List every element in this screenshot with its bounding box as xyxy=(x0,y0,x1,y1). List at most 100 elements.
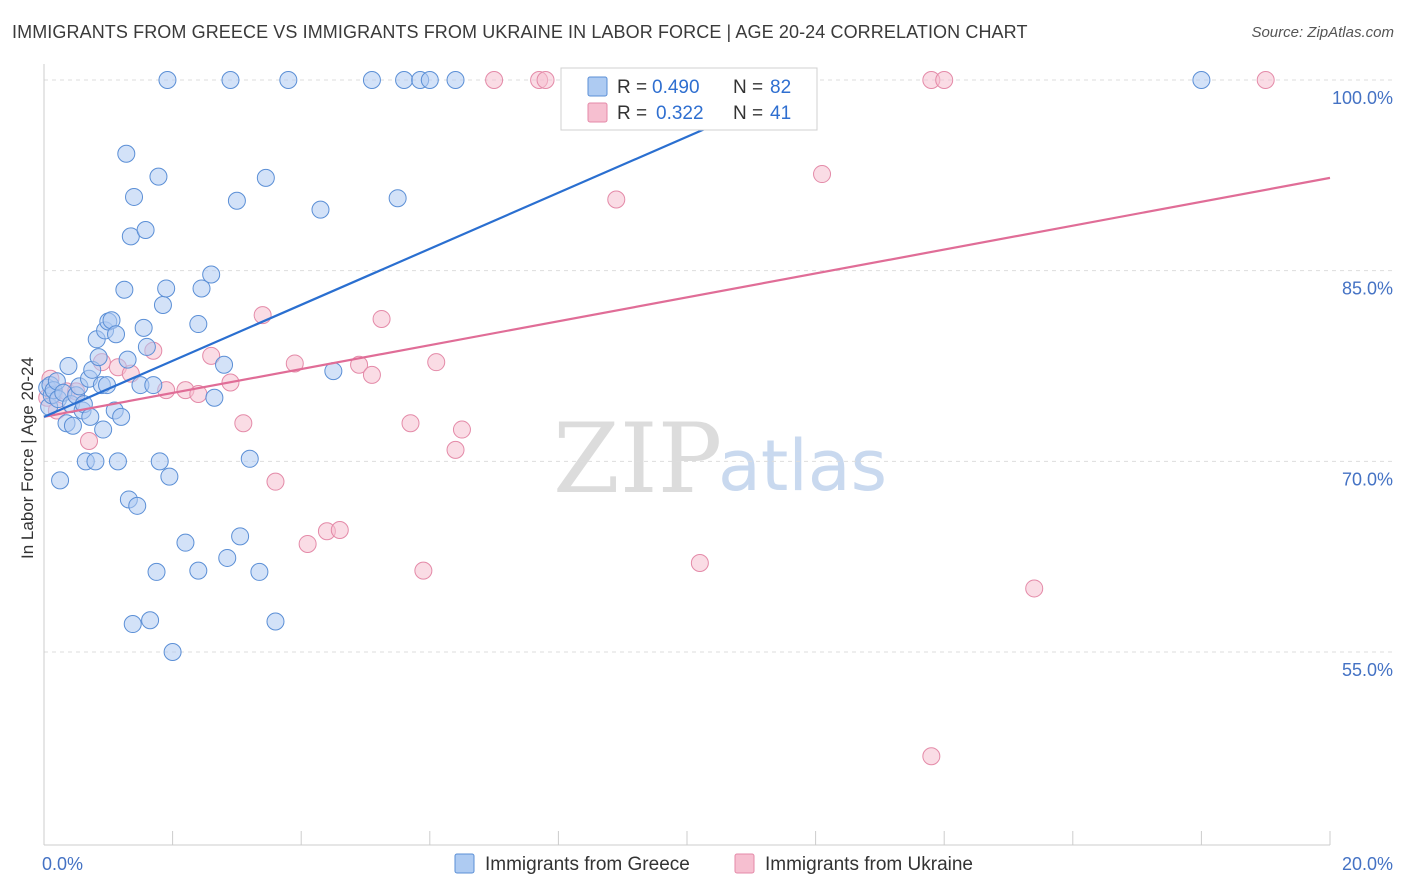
greece-point xyxy=(137,337,156,356)
watermark: ZIP atlas xyxy=(553,403,887,515)
greece-point xyxy=(163,643,182,661)
y-tick-labels: 55.0% 70.0% 85.0% 100.0% xyxy=(1332,88,1393,680)
watermark-zip: ZIP xyxy=(553,403,722,515)
greece-point xyxy=(205,388,224,407)
greece-point xyxy=(160,467,179,486)
greece-point xyxy=(123,615,142,634)
ukraine-point xyxy=(427,353,446,372)
greece-point xyxy=(388,189,407,208)
legend-greece-r-value: 0.490 xyxy=(652,77,700,98)
greece-point xyxy=(59,357,78,375)
ukraine-point xyxy=(813,165,832,184)
y-tick-label: 55.0% xyxy=(1342,660,1393,680)
bottom-legend-ukraine-label: Immigrants from Ukraine xyxy=(765,854,973,875)
greece-point xyxy=(227,191,246,210)
source-credit: Source: ZipAtlas.com xyxy=(1251,24,1394,41)
greece-point xyxy=(51,471,70,490)
series-legend: Immigrants from Greece Immigrants from U… xyxy=(454,853,973,875)
greece-point xyxy=(176,533,195,552)
ukraine-point xyxy=(935,71,954,89)
greece-point xyxy=(125,187,144,206)
greece-point xyxy=(86,452,105,471)
greece-point xyxy=(420,71,439,89)
ukraine-point xyxy=(452,420,471,439)
greece-point xyxy=(158,71,177,89)
ukraine-point xyxy=(690,554,709,573)
greece-point xyxy=(94,420,113,439)
greece-point xyxy=(446,71,465,89)
ukraine-point xyxy=(372,309,391,328)
greece-point xyxy=(149,167,168,186)
greece-point xyxy=(192,279,211,298)
axes xyxy=(43,64,1331,846)
greece-point xyxy=(256,168,275,187)
greece-point xyxy=(144,376,163,395)
correlation-legend: R = 0.490 N = 82 R = 0.322 N = 41 xyxy=(560,67,818,131)
ukraine-point xyxy=(330,520,349,539)
series-greece-points xyxy=(38,71,1211,661)
greece-point xyxy=(240,449,259,468)
y-tick-label: 70.0% xyxy=(1342,469,1393,489)
x-tick-label-max: 20.0% xyxy=(1342,854,1393,874)
gridlines xyxy=(44,79,1392,653)
trend-lines xyxy=(43,85,1331,418)
ukraine-point xyxy=(536,71,555,89)
ukraine-point xyxy=(285,354,304,373)
greece-point xyxy=(218,548,237,567)
greece-point xyxy=(63,416,82,435)
greece-point xyxy=(107,325,126,344)
ukraine-point xyxy=(1025,579,1044,598)
legend-ukraine-r-value: 0.322 xyxy=(656,103,704,124)
ukraine-point xyxy=(401,414,420,433)
greece-point xyxy=(81,407,100,426)
legend-ukraine-swatch xyxy=(587,102,608,123)
greece-trend-line xyxy=(43,85,804,418)
legend-greece-n-value: 82 xyxy=(770,77,791,98)
legend-ukraine-n-value: 41 xyxy=(770,103,791,124)
legend-greece-n-label: N = xyxy=(733,77,763,98)
greece-point xyxy=(108,452,127,471)
greece-point xyxy=(141,611,160,630)
ukraine-point xyxy=(80,431,99,450)
greece-point xyxy=(112,407,131,426)
greece-point xyxy=(117,144,136,163)
greece-point xyxy=(153,295,172,314)
ukraine-point xyxy=(266,472,285,491)
greece-point xyxy=(1192,71,1211,89)
bottom-legend-greece-swatch xyxy=(454,853,475,874)
greece-point xyxy=(362,71,381,89)
greece-point xyxy=(311,200,330,219)
legend-greece-swatch xyxy=(587,76,608,97)
greece-point xyxy=(136,220,155,239)
greece-point xyxy=(266,612,285,631)
watermark-atlas: atlas xyxy=(718,425,887,507)
ukraine-point xyxy=(485,71,504,89)
greece-point xyxy=(157,279,176,298)
x-tick-label-min: 0.0% xyxy=(42,854,83,874)
greece-point xyxy=(279,71,298,89)
greece-point xyxy=(128,496,147,515)
ukraine-point xyxy=(446,440,465,459)
greece-point xyxy=(215,355,234,374)
bottom-legend-greece-label: Immigrants from Greece xyxy=(485,854,690,875)
greece-point xyxy=(134,318,153,337)
greece-point xyxy=(231,527,250,546)
greece-point xyxy=(250,562,269,581)
legend-greece-r-label: R = xyxy=(617,77,647,98)
ukraine-point xyxy=(414,561,433,580)
greece-point xyxy=(150,452,169,471)
ukraine-point xyxy=(1256,71,1275,89)
bottom-legend-ukraine-swatch xyxy=(734,853,755,874)
greece-point xyxy=(395,71,414,89)
y-tick-label: 85.0% xyxy=(1342,279,1393,299)
greece-point xyxy=(221,71,240,89)
y-axis-title: In Labor Force | Age 20-24 xyxy=(18,357,37,559)
ukraine-point xyxy=(234,414,253,433)
greece-point xyxy=(189,561,208,580)
greece-point xyxy=(89,348,108,367)
ukraine-point xyxy=(922,747,941,766)
ukraine-trend-line xyxy=(43,176,1331,418)
ukraine-point xyxy=(362,365,381,384)
legend-ukraine-n-label: N = xyxy=(733,103,763,124)
